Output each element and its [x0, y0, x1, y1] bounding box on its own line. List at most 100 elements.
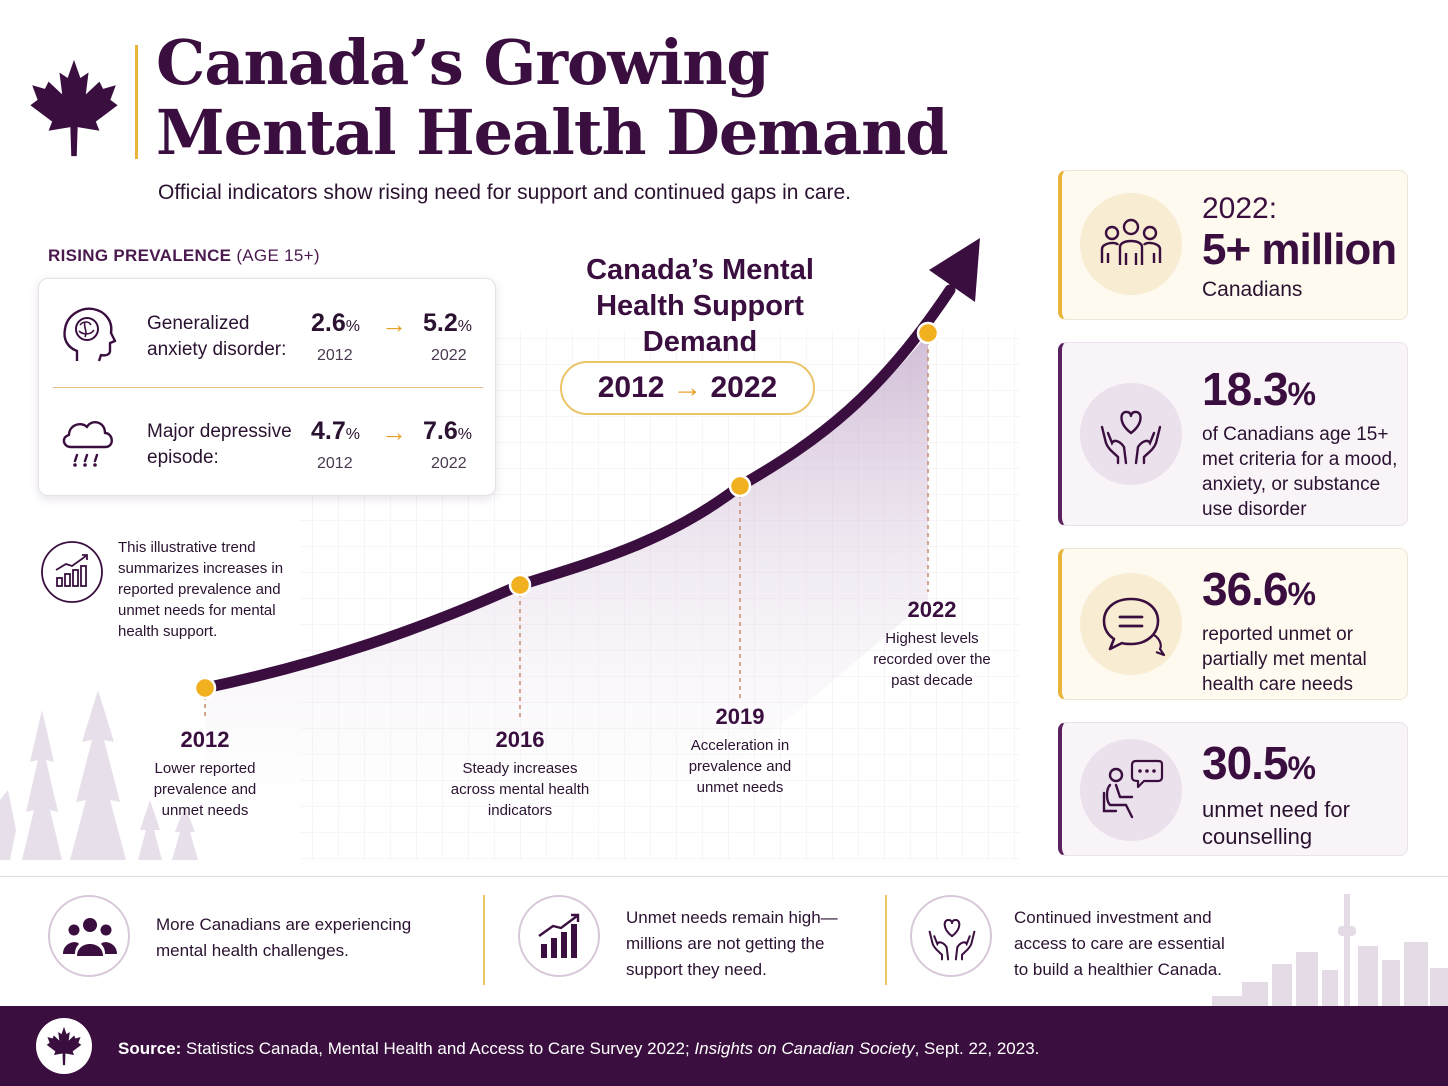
- source-text: Statistics Canada, Mental Health and Acc…: [181, 1039, 695, 1058]
- milestone-desc: Lower reported prevalence and unmet need…: [153, 760, 257, 819]
- bottom-band: [0, 876, 1448, 1006]
- city-skyline: [1212, 894, 1448, 1006]
- people-group-icon: [1100, 218, 1162, 265]
- speech-bubbles-icon: [1102, 597, 1166, 657]
- range-end: 2022: [710, 371, 778, 404]
- stat-text: 18.3% of Canadians age 15+ met criteria …: [1202, 363, 1402, 522]
- point-2022: [916, 321, 940, 345]
- milestone-2019: 2019 Acceleration in prevalence and unme…: [640, 703, 840, 798]
- stat-card-canadians: 2022: 5+ million Canadians: [1058, 170, 1408, 320]
- depression-to-unit: %: [457, 426, 472, 443]
- depression-to-value: 7.6%: [423, 417, 472, 446]
- bar-chart-icon: [538, 913, 580, 958]
- stat-icon-circle: [1080, 193, 1182, 295]
- stat-value: 5+ million: [1202, 225, 1397, 274]
- stat-number: 36.6: [1202, 563, 1289, 615]
- anxiety-to-year: 2022: [431, 347, 467, 364]
- depression-label: Major depressive episode:: [147, 421, 292, 468]
- stat-value: 36.6%: [1202, 563, 1402, 620]
- point-2012: [193, 676, 217, 700]
- depression-from-unit: %: [345, 426, 360, 443]
- stat-unit: %: [1287, 376, 1316, 412]
- footer-bar: [0, 1006, 1448, 1086]
- trend-arrowhead: [929, 238, 980, 302]
- depression-to-year: 2022: [431, 455, 467, 472]
- milestone-desc: Acceleration in prevalence and unmet nee…: [688, 737, 792, 796]
- bottom-icon-circle: [48, 895, 130, 977]
- rain-cloud-icon: [62, 421, 113, 467]
- title-line-1: Canada’s Growing: [156, 26, 770, 99]
- bottom-text-3: Continued investment and access to care …: [1014, 908, 1225, 979]
- source-publication: Insights on Canadian Society: [694, 1039, 915, 1058]
- milestone-year: 2016: [495, 727, 545, 752]
- stat-value: 18.3%: [1202, 363, 1402, 420]
- stat-number: 18.3: [1202, 363, 1289, 415]
- milestone-desc: Steady increases across mental health in…: [450, 760, 590, 819]
- page-subtitle: Official indicators show rising need for…: [158, 181, 852, 204]
- anxiety-label: Generalized anxiety disorder:: [147, 313, 287, 360]
- heart-hands-icon: [1100, 410, 1162, 465]
- chart-area: [205, 333, 928, 860]
- brain-head-icon: [63, 307, 117, 362]
- trend-line: [199, 284, 956, 694]
- stat-text: 30.5% unmet need for counselling: [1202, 737, 1402, 850]
- anxiety-from-unit: %: [345, 318, 360, 335]
- anxiety-to-value: 5.2%: [423, 309, 472, 338]
- year-range-pill: 2012 → 2022: [560, 361, 815, 415]
- arrow-icon: →: [381, 309, 407, 339]
- depression-from-number: 4.7: [311, 417, 346, 445]
- bottom-text-2: Unmet needs remain high— millions are no…: [626, 908, 838, 979]
- prevalence-heading: RISING PREVALENCE (AGE 15+): [48, 246, 320, 266]
- header-divider: [135, 45, 138, 159]
- bottom-divider: [483, 895, 485, 985]
- prevalence-heading-main: RISING PREVALENCE: [48, 246, 232, 265]
- prevalence-card: Generalized anxiety disorder: 2.6% → 5.2…: [38, 278, 496, 496]
- source-date: , Sept. 22, 2023.: [914, 1039, 1040, 1058]
- stat-unit: %: [1287, 750, 1316, 786]
- stat-card-counselling: 30.5% unmet need for counselling: [1058, 722, 1408, 856]
- depression-from-value: 4.7%: [311, 417, 360, 446]
- bottom-icon-circle: [910, 895, 992, 977]
- range-start: 2012: [597, 371, 665, 404]
- stat-desc: Canadians: [1202, 278, 1303, 301]
- page-title: Canada’s Growing Mental Health Demand: [156, 28, 1056, 168]
- maple-leaf-icon: [46, 1026, 82, 1066]
- source-citation: Source: Statistics Canada, Mental Health…: [118, 1039, 1039, 1059]
- anxiety-to-unit: %: [457, 318, 472, 335]
- stat-card-unmet-care: 36.6% reported unmet or partially met me…: [1058, 548, 1408, 700]
- depression-from-year: 2012: [317, 455, 353, 472]
- stat-text: 2022: 5+ million Canadians: [1202, 191, 1397, 302]
- title-line-2: Mental Health Demand: [156, 96, 949, 169]
- milestone-2012: 2012 Lower reported prevalence and unmet…: [105, 726, 305, 821]
- heart-hands-icon: [928, 919, 976, 961]
- trend-note: This illustrative trend summarizes incre…: [118, 539, 284, 640]
- people-icon: [63, 918, 117, 956]
- prevalence-row-depression: Major depressive episode: 4.7% → 7.6% 20…: [39, 387, 497, 495]
- stat-card-disorder: 18.3% of Canadians age 15+ met criteria …: [1058, 342, 1408, 526]
- chart-title: Canada’s Mental Health Support Demand: [586, 254, 814, 358]
- milestone-desc: Highest levels recorded over the past de…: [873, 630, 991, 689]
- maple-leaf-icon: [30, 59, 118, 157]
- stat-value: 30.5%: [1202, 737, 1402, 794]
- anxiety-from-year: 2012: [317, 347, 353, 364]
- range-arrow-icon: →: [672, 371, 703, 404]
- bottom-divider: [885, 895, 887, 985]
- stat-desc: of Canadians age 15+ met criteria for a …: [1202, 424, 1398, 520]
- trend-chart-icon: [41, 541, 103, 603]
- arrow-icon: →: [381, 417, 407, 447]
- milestone-year: 2022: [907, 597, 957, 622]
- anxiety-from-value: 2.6%: [311, 309, 360, 338]
- milestone-year: 2012: [180, 727, 230, 752]
- anxiety-to-number: 5.2: [423, 309, 458, 337]
- prevalence-divider: [53, 387, 483, 388]
- counselling-person-icon: [1102, 759, 1164, 819]
- source-label: Source:: [118, 1039, 182, 1058]
- stat-desc: reported unmet or partially met mental h…: [1202, 624, 1367, 695]
- bottom-text-1-body: experiencing mental health challenges.: [156, 915, 412, 960]
- point-2016: [508, 573, 532, 597]
- stat-icon-circle: [1080, 573, 1182, 675]
- milestone-year: 2019: [715, 704, 765, 729]
- stat-icon-circle: [1080, 739, 1182, 841]
- bottom-icon-circle: [518, 895, 600, 977]
- bottom-text-1-lead: More Canadians are: [156, 915, 311, 934]
